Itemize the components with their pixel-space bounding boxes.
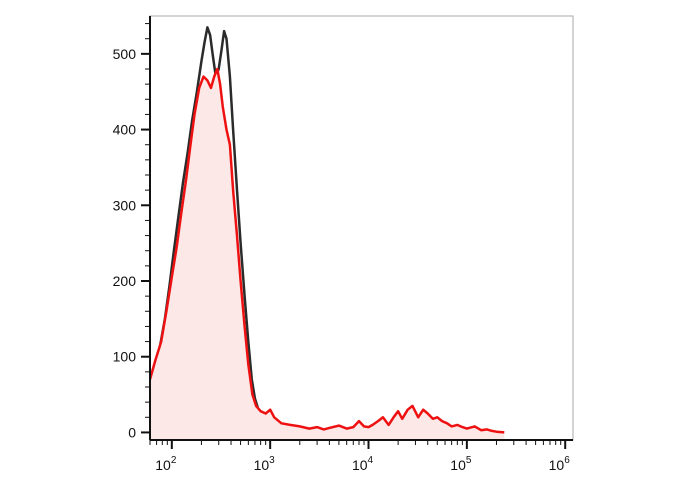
x-tick-exponent: 6 <box>564 455 570 466</box>
x-tick-labels: 102 103 104 105 106 <box>155 455 570 473</box>
x-major-ticks <box>170 440 567 449</box>
x-tick-base: 10 <box>450 457 466 473</box>
y-tick-label: 500 <box>113 46 137 62</box>
y-tick-label: 400 <box>113 122 137 138</box>
x-tick-base: 10 <box>352 457 368 473</box>
series-layer <box>148 26 505 440</box>
x-tick-label: 103 <box>254 455 276 473</box>
series-1-area <box>150 69 505 440</box>
x-tick-label: 106 <box>549 455 571 473</box>
x-tick-exponent: 2 <box>171 455 177 466</box>
y-tick-label: 200 <box>113 273 137 289</box>
x-tick-base: 10 <box>155 457 171 473</box>
x-tick-label: 102 <box>155 455 177 473</box>
x-tick-exponent: 4 <box>368 455 374 466</box>
y-tick-label: 100 <box>113 349 137 365</box>
y-major-ticks <box>141 52 150 434</box>
y-tick-label: 300 <box>113 197 137 213</box>
y-tick-label: 0 <box>128 424 136 440</box>
series-1-line <box>148 67 505 434</box>
x-tick-base: 10 <box>549 457 565 473</box>
y-tick-labels: 0 100 200 300 400 500 <box>113 46 137 441</box>
x-tick-label: 105 <box>450 455 472 473</box>
x-tick-label: 104 <box>352 455 374 473</box>
x-tick-exponent: 3 <box>269 455 275 466</box>
x-tick-base: 10 <box>254 457 270 473</box>
x-tick-exponent: 5 <box>466 455 472 466</box>
